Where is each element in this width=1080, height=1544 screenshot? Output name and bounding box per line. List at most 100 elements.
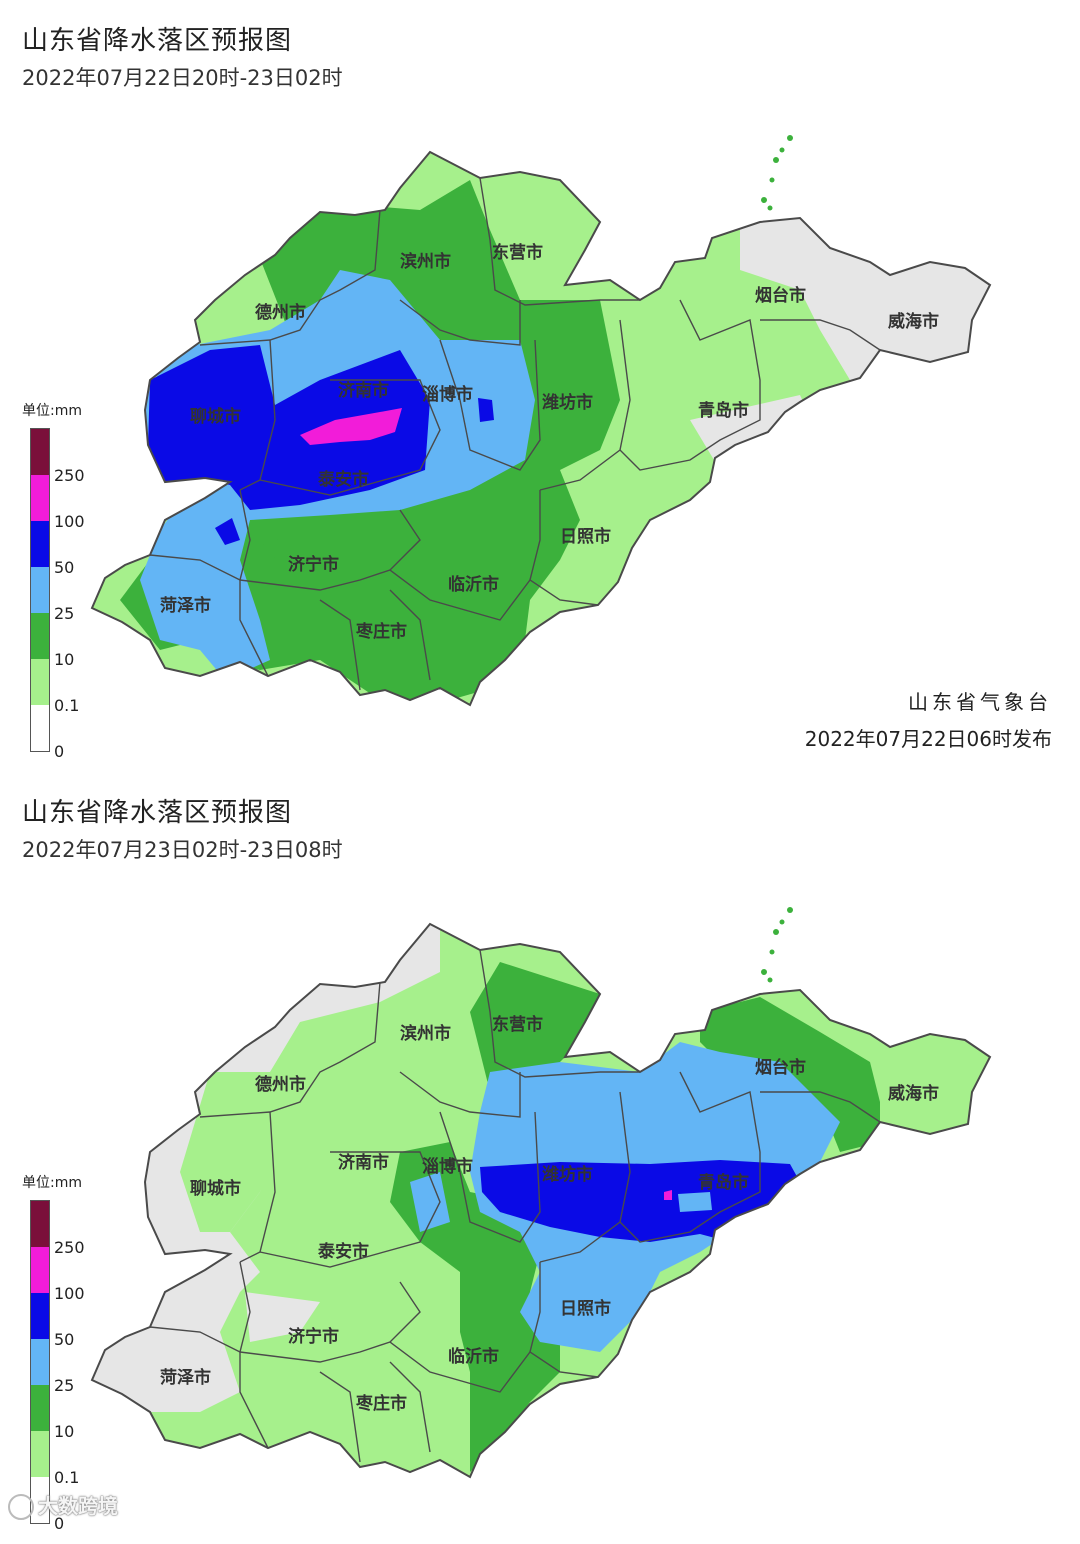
legend-label: 0.1 xyxy=(54,1468,80,1487)
rainstorm-zone xyxy=(215,518,240,545)
legend-swatch xyxy=(31,705,49,751)
city-label: 泰安市 xyxy=(318,469,369,490)
moderate-rain-zone xyxy=(700,997,880,1122)
legend-swatch xyxy=(31,521,49,567)
province-boundary xyxy=(90,922,992,1479)
island-markers xyxy=(761,907,793,983)
map-title: 山东省降水落区预报图 xyxy=(22,798,293,828)
moderate-rain-zone xyxy=(820,1102,880,1152)
city-label: 泰安市 xyxy=(318,1241,369,1262)
city-label: 青岛市 xyxy=(698,1172,749,1193)
rainstorm-zone xyxy=(148,345,430,510)
precipitation-legend: 单位:mm 250 100 50 25 10 0.1 0 xyxy=(22,1172,112,1533)
city-label: 潍坊市 xyxy=(542,1164,593,1185)
legend-label: 0.1 xyxy=(54,696,80,715)
legend-label: 250 xyxy=(54,466,85,485)
city-label: 淄博市 xyxy=(422,384,473,405)
heavy-rain-zone xyxy=(410,1172,450,1232)
watermark-text: 大数跨境 xyxy=(38,1493,118,1518)
city-label: 烟台市 xyxy=(755,1057,806,1078)
legend-swatch xyxy=(31,1477,49,1523)
city-label: 德州市 xyxy=(255,1074,306,1095)
legend-swatch xyxy=(31,613,49,659)
legend-label: 10 xyxy=(54,650,75,669)
city-label: 滨州市 xyxy=(400,1023,451,1044)
rainstorm-zone xyxy=(478,398,494,422)
heavy-rain-zone xyxy=(678,1192,712,1212)
no-rain-zone xyxy=(245,1292,320,1342)
issue-time: 2022年07月22日06时发布 xyxy=(804,727,1052,751)
legend-swatch xyxy=(31,1201,49,1247)
city-label: 日照市 xyxy=(560,1298,611,1319)
forecast-panel-2: 山东省降水落区预报图 2022年07月23日02时-23日08时 xyxy=(0,772,1080,1544)
legend-swatch xyxy=(31,1339,49,1385)
legend-label: 100 xyxy=(54,1284,85,1303)
city-label: 临沂市 xyxy=(448,1346,499,1367)
legend-label: 100 xyxy=(54,512,85,531)
city-label: 淄博市 xyxy=(422,1156,473,1177)
city-label: 济宁市 xyxy=(288,1326,339,1347)
city-label: 威海市 xyxy=(888,1083,939,1104)
issuer-credit: 山东省气象台 2022年07月22日06时发布 xyxy=(805,686,1052,752)
legend-label: 25 xyxy=(54,604,75,623)
downpour-zone xyxy=(664,1190,672,1200)
legend-label: 250 xyxy=(54,1238,85,1257)
province-boundary xyxy=(90,150,992,707)
city-label: 聊城市 xyxy=(190,406,241,427)
forecast-period: 2022年07月23日02时-23日08时 xyxy=(22,838,343,862)
forecast-period: 2022年07月22日20时-23日02时 xyxy=(22,66,343,90)
map-title: 山东省降水落区预报图 xyxy=(22,26,293,56)
legend-label: 25 xyxy=(54,1376,75,1395)
city-label: 枣庄市 xyxy=(355,621,407,642)
downpour-zone xyxy=(300,408,402,445)
city-label: 聊城市 xyxy=(190,1178,241,1199)
city-boundaries xyxy=(149,949,881,1463)
legend-label: 50 xyxy=(54,558,75,577)
legend-swatch xyxy=(31,659,49,705)
legend-swatch xyxy=(31,1385,49,1431)
legend-swatch xyxy=(31,1431,49,1477)
city-label: 烟台市 xyxy=(755,285,806,306)
precipitation-map: 滨州市 东营市 德州市 烟台市 威海市 济南市 淄博市 潍坊市 聊城市 青岛市 … xyxy=(90,907,992,1479)
issuing-agency: 山东省气象台 xyxy=(908,690,1052,714)
legend-color-bar xyxy=(30,1200,50,1524)
city-label: 威海市 xyxy=(888,311,939,332)
city-label: 青岛市 xyxy=(698,400,749,421)
forecast-panel-1: 山东省降水落区预报图 2022年07月22日20时-23日02时 xyxy=(22,26,1052,761)
city-label: 菏泽市 xyxy=(160,1367,211,1388)
city-label: 潍坊市 xyxy=(542,392,593,413)
city-label: 东营市 xyxy=(492,242,543,263)
city-label: 东营市 xyxy=(492,1014,543,1035)
legend-label: 0 xyxy=(54,742,65,761)
city-label: 济南市 xyxy=(338,1152,389,1173)
legend-swatch xyxy=(31,1293,49,1339)
legend-label: 50 xyxy=(54,1330,75,1349)
light-rain-zone xyxy=(300,1022,390,1102)
legend-swatch xyxy=(31,475,49,521)
legend-swatch xyxy=(31,429,49,475)
light-rain-zone xyxy=(180,1072,280,1232)
island-markers xyxy=(761,135,793,211)
legend-unit: 单位:mm xyxy=(22,403,82,419)
legend-color-bar xyxy=(30,428,50,752)
watermark-logo-icon xyxy=(8,1494,34,1520)
city-label: 临沂市 xyxy=(448,574,499,595)
city-label: 德州市 xyxy=(255,302,306,323)
watermark: 大数跨境 xyxy=(8,1490,118,1520)
rainstorm-zone xyxy=(480,1160,800,1242)
city-label: 日照市 xyxy=(560,526,611,547)
legend-swatch xyxy=(31,1247,49,1293)
city-label: 枣庄市 xyxy=(355,1393,407,1414)
city-label: 滨州市 xyxy=(400,251,451,272)
city-label: 济南市 xyxy=(338,380,389,401)
city-boundaries xyxy=(149,177,881,691)
city-label: 菏泽市 xyxy=(160,595,211,616)
legend-swatch xyxy=(31,567,49,613)
legend-label: 10 xyxy=(54,1422,75,1441)
city-label: 济宁市 xyxy=(288,554,339,575)
moderate-rain-zone xyxy=(470,962,600,1092)
legend-unit: 单位:mm xyxy=(22,1175,82,1191)
moderate-rain-zone xyxy=(262,535,295,558)
precipitation-legend: 单位:mm 250 100 50 25 10 0.1 0 xyxy=(22,400,112,761)
precipitation-map: 滨州市 东营市 德州市 烟台市 威海市 济南市 淄博市 潍坊市 聊城市 青岛市 … xyxy=(90,135,992,707)
